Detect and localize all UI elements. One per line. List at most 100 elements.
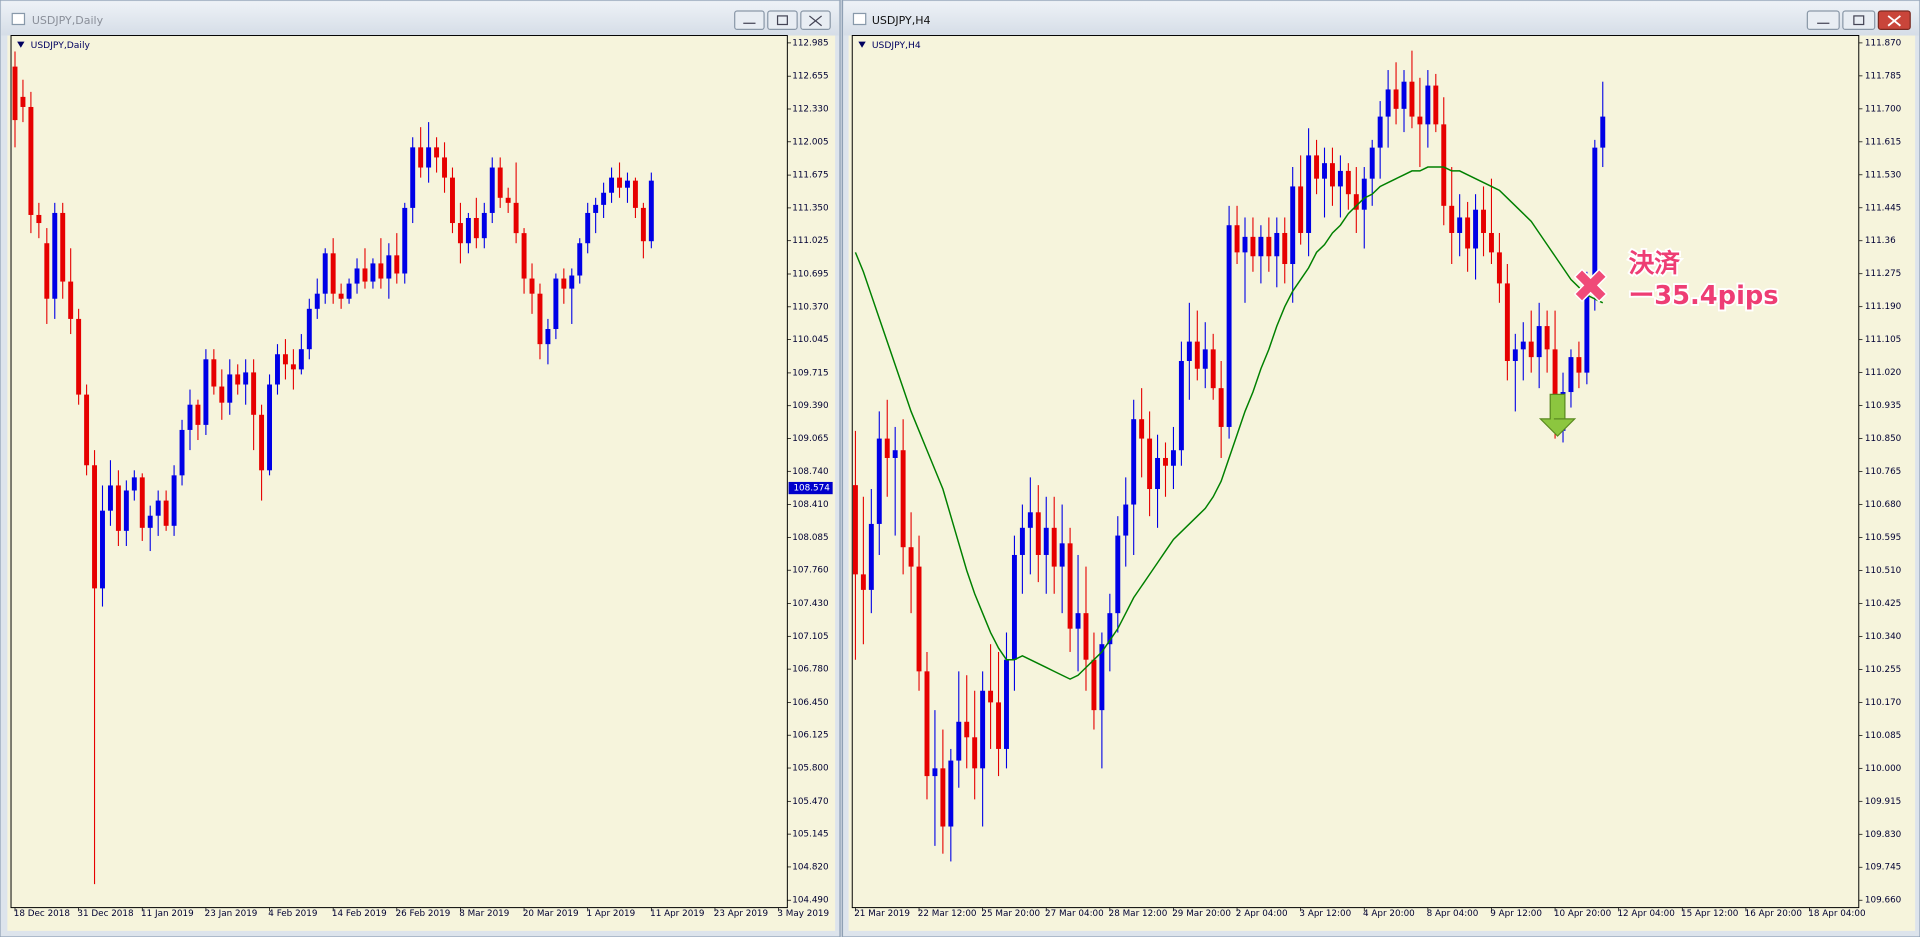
candle-body [1067, 543, 1073, 629]
y-tick-label: 110.370 [792, 302, 829, 312]
y-tick-label: 111.025 [792, 236, 828, 246]
candle-body [362, 268, 368, 282]
y-tick-label: 111.675 [792, 171, 828, 181]
maximize-button[interactable] [1842, 10, 1876, 31]
candle-body [107, 485, 113, 511]
candle-body [1004, 659, 1009, 749]
y-tick-label: 109.830 [1865, 830, 1902, 840]
x-tick-label: 22 Mar 12:00 [918, 909, 977, 919]
title-bar[interactable] [1, 1, 839, 36]
candle-body [418, 147, 424, 168]
y-tick-label: 105.470 [792, 797, 829, 807]
candle-body [900, 450, 906, 548]
candle-body [76, 318, 82, 395]
y-tick-label: 110.765 [1865, 467, 1901, 477]
candle-body [1385, 89, 1391, 117]
candle-body [1536, 326, 1542, 358]
x-tick-label: 2 Apr 04:00 [1236, 909, 1288, 919]
y-tick-label: 110.425 [1865, 599, 1901, 609]
candle-body [852, 485, 858, 575]
y-tick-label: 111.445 [1865, 203, 1901, 213]
candle-body [171, 475, 177, 526]
candle-body [1011, 554, 1017, 660]
x-tick-label: 31 Dec 2018 [77, 909, 133, 919]
maximize-button[interactable] [767, 10, 798, 31]
candle-body [1353, 194, 1359, 210]
minimize-button[interactable] [1806, 10, 1840, 31]
candle-body [1337, 170, 1343, 187]
y-tick-label: 111.190 [1865, 302, 1902, 312]
candle-body [1107, 613, 1113, 645]
y-tick-label: 109.390 [792, 401, 829, 411]
candle-body [386, 255, 392, 279]
x-tick-label: 29 Mar 20:00 [1172, 909, 1231, 919]
candle-body [306, 308, 312, 350]
y-tick-label: 107.105 [792, 632, 828, 642]
candle-body [924, 671, 930, 777]
y-tick-label: 110.680 [1865, 500, 1902, 510]
candle-body [251, 372, 257, 415]
candle-body [1155, 457, 1161, 490]
x-tick-label: 11 Apr 2019 [650, 909, 704, 919]
candle-body [593, 204, 599, 213]
y-tick-label: 110.170 [1865, 698, 1902, 708]
x-tick-label: 20 Mar 2019 [523, 909, 579, 919]
candle-body [1210, 349, 1216, 389]
candle-body [1035, 512, 1041, 555]
candle-body [632, 180, 638, 208]
y-tick-label: 104.820 [792, 862, 829, 872]
candle-body [179, 429, 185, 476]
y-tick-label: 108.740 [792, 467, 829, 477]
candle-body [1568, 357, 1574, 393]
candle-body [370, 263, 376, 282]
candle-body [1027, 512, 1033, 528]
y-tick-label: 110.085 [1865, 731, 1901, 741]
candle-body [1496, 252, 1502, 284]
candle-body [585, 212, 591, 244]
candle-body [1298, 186, 1304, 233]
x-tick-label: 9 Apr 12:00 [1490, 909, 1542, 919]
x-tick-label: 23 Jan 2019 [205, 909, 258, 919]
candle-body [426, 147, 432, 168]
candle-body [1019, 527, 1025, 555]
candle-body [481, 212, 487, 239]
candle-body [1329, 163, 1335, 187]
minimize-button[interactable] [734, 10, 765, 31]
candle-body [1147, 438, 1153, 490]
candle-body [1123, 504, 1129, 536]
y-tick-label: 104.490 [792, 896, 829, 906]
y-tick-label: 111.105 [1865, 335, 1901, 345]
x-tick-label: 10 Apr 20:00 [1554, 909, 1612, 919]
x-tick-label: 23 Apr 2019 [714, 909, 768, 919]
candle-body [298, 349, 304, 370]
candle-body [410, 147, 416, 208]
candle-body [625, 180, 630, 188]
candle-body [44, 243, 50, 299]
candle-body [123, 490, 129, 531]
candle-body [1115, 535, 1121, 614]
candle-body [1345, 170, 1351, 195]
y-tick-label: 109.660 [1865, 896, 1902, 906]
y-tick-label: 112.655 [792, 72, 828, 82]
x-tick-label: 3 May 2019 [777, 909, 829, 919]
symbol-marker [858, 41, 866, 48]
candle-body [267, 384, 272, 471]
candle-body [147, 515, 153, 528]
chart-label: USDJPY,Daily [31, 40, 91, 51]
candle-body [1457, 217, 1463, 233]
candle-body [956, 721, 962, 761]
y-tick-label: 112.330 [792, 104, 829, 114]
last-price-label: 108.574 [793, 484, 830, 494]
candle-body [115, 485, 121, 531]
icon [809, 15, 823, 27]
candle-body [60, 212, 66, 282]
x-tick-label: 4 Feb 2019 [268, 909, 317, 919]
candle-body [521, 233, 527, 279]
title-bar[interactable] [843, 1, 1919, 36]
candle-body [322, 253, 328, 294]
y-tick-label: 110.045 [792, 335, 828, 345]
x-tick-label: 1 Apr 2019 [586, 909, 635, 919]
candle-body [1059, 543, 1065, 567]
candle-body [1091, 659, 1097, 711]
